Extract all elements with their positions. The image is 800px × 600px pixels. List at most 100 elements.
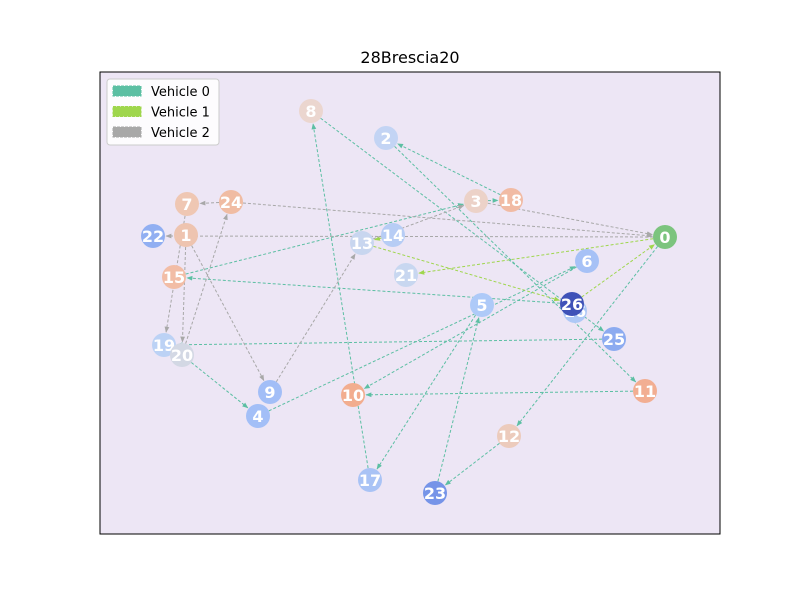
- node-17: 17: [358, 468, 382, 492]
- node-circle-24: [219, 190, 243, 214]
- node-circle-10: [341, 383, 365, 407]
- edge-24-0: [242, 202, 653, 238]
- node-12: 12: [497, 424, 521, 448]
- node-2: 2: [374, 126, 398, 150]
- node-label-26: 26: [561, 295, 583, 314]
- edge-0-21: [418, 238, 654, 275]
- node-circle-18: [499, 188, 523, 212]
- edge-1-9: [191, 245, 265, 382]
- nodes-layer: 0123456789101112131415161718192021222324…: [141, 99, 677, 505]
- node-label-8: 8: [305, 102, 316, 121]
- node-14: 14: [381, 223, 405, 247]
- edge-15-3: [185, 203, 464, 275]
- edge-0-22: [165, 233, 654, 239]
- node-9: 9: [258, 380, 282, 404]
- edge-20-4: [191, 362, 249, 409]
- node-label-0: 0: [659, 228, 670, 247]
- node-circle-6: [575, 249, 599, 273]
- legend-swatch-vehicle-1: [112, 106, 142, 117]
- edge-24-7: [199, 200, 220, 206]
- node-4: 4: [246, 404, 270, 428]
- node-24: 24: [219, 190, 243, 214]
- node-label-17: 17: [359, 471, 381, 490]
- legend-label-vehicle-2: Vehicle 2: [151, 126, 210, 141]
- node-circle-21: [394, 263, 418, 287]
- diagram-title: 28Brescia20: [360, 48, 459, 67]
- node-22: 22: [141, 224, 165, 248]
- node-label-4: 4: [252, 407, 263, 426]
- node-label-19: 19: [153, 336, 175, 355]
- node-18: 18: [499, 188, 523, 212]
- node-label-13: 13: [351, 234, 373, 253]
- edge-8-25: [320, 117, 605, 332]
- node-0: 0: [653, 225, 677, 249]
- legend-label-vehicle-1: Vehicle 1: [151, 106, 210, 121]
- node-11: 11: [633, 379, 657, 403]
- node-label-14: 14: [382, 226, 404, 245]
- edge-2-11: [394, 146, 637, 383]
- edges-layer: [164, 117, 658, 486]
- node-circle-23: [423, 481, 447, 505]
- node-circle-20: [170, 343, 194, 367]
- node-13: 13: [350, 231, 374, 255]
- node-circle-0: [653, 225, 677, 249]
- node-circle-13: [350, 231, 374, 255]
- node-19: 19: [152, 333, 176, 357]
- legend-swatch-vehicle-0: [112, 85, 142, 97]
- node-label-15: 15: [163, 268, 185, 287]
- node-circle-15: [162, 265, 186, 289]
- node-20: 20: [170, 343, 194, 367]
- node-label-6: 6: [581, 252, 592, 271]
- node-circle-8: [299, 99, 323, 123]
- node-circle-1: [174, 223, 198, 247]
- node-circle-25: [602, 327, 626, 351]
- node-label-24: 24: [220, 193, 242, 212]
- node-circle-26: [560, 292, 584, 316]
- node-23: 23: [423, 481, 447, 505]
- node-label-20: 20: [171, 346, 193, 365]
- legend-swatch-vehicle-2: [112, 126, 142, 138]
- node-7: 7: [175, 192, 199, 216]
- legend: Vehicle 0 Vehicle 1 Vehicle 2: [106, 78, 220, 146]
- node-26: 26: [560, 292, 584, 316]
- legend-label-vehicle-0: Vehicle 0: [151, 85, 210, 100]
- node-circle-11: [633, 379, 657, 403]
- node-label-11: 11: [634, 382, 656, 401]
- node-8: 8: [299, 99, 323, 123]
- edge-9-13: [275, 253, 356, 383]
- edge-23-5: [437, 317, 480, 482]
- edge-11-10: [365, 390, 634, 398]
- node-label-21: 21: [395, 266, 417, 285]
- node-label-23: 23: [424, 484, 446, 503]
- edge-6-10: [363, 266, 577, 389]
- node-circle-7: [175, 192, 199, 216]
- edge-13-26: [373, 245, 561, 302]
- node-label-5: 5: [476, 296, 487, 315]
- node-10: 10: [341, 383, 365, 407]
- node-circle-19: [152, 333, 176, 357]
- node-label-3: 3: [470, 192, 481, 211]
- edge-20-24: [185, 213, 228, 344]
- node-label-2: 2: [380, 129, 391, 148]
- edge-25-19: [176, 338, 603, 348]
- node-circle-12: [497, 424, 521, 448]
- edge-0-12: [516, 246, 658, 427]
- node-label-10: 10: [342, 386, 364, 405]
- node-3: 3: [464, 189, 488, 213]
- node-label-25: 25: [603, 330, 625, 349]
- node-circle-4: [246, 404, 270, 428]
- node-label-9: 9: [264, 383, 275, 402]
- edge-12-23: [444, 442, 500, 486]
- node-1: 1: [174, 223, 198, 247]
- edge-17-8: [311, 123, 369, 469]
- node-label-22: 22: [142, 227, 164, 246]
- node-label-12: 12: [498, 427, 520, 446]
- edge-14-13: [374, 236, 382, 241]
- node-circle-17: [358, 468, 382, 492]
- node-circle-2: [374, 126, 398, 150]
- node-5: 5: [470, 293, 494, 317]
- edge-26-15: [186, 275, 561, 304]
- node-circle-9: [258, 380, 282, 404]
- edge-1-20: [180, 246, 187, 343]
